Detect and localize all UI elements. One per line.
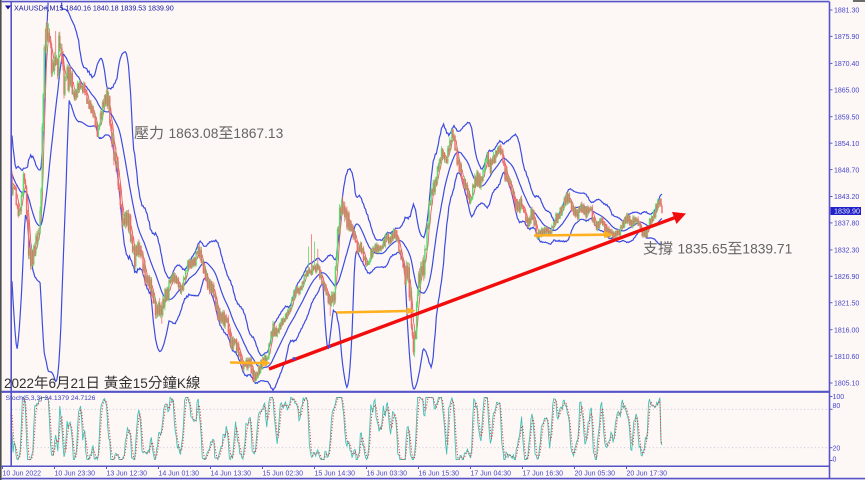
svg-text:2022: 2022	[4, 376, 34, 391]
svg-text:20: 20	[833, 446, 841, 453]
svg-text:1810.60: 1810.60	[834, 354, 859, 361]
svg-text:1881.30: 1881.30	[834, 8, 859, 15]
svg-text:1839.71: 1839.71	[742, 242, 792, 257]
svg-text:15: 15	[133, 376, 148, 391]
svg-text:10 Jun 23:30: 10 Jun 23:30	[55, 470, 96, 477]
svg-text:1870.40: 1870.40	[834, 61, 859, 68]
svg-text:16 Jun 15:30: 16 Jun 15:30	[419, 470, 460, 477]
svg-text:21: 21	[71, 376, 86, 391]
svg-text:1875.90: 1875.90	[834, 34, 859, 41]
svg-text:6: 6	[49, 376, 57, 391]
svg-text:1826.90: 1826.90	[834, 274, 859, 281]
svg-text:15 Jun 14:30: 15 Jun 14:30	[315, 470, 356, 477]
svg-text:K: K	[177, 376, 186, 391]
svg-text:XAUUSD#,M15 1840.16 1840.18 1: XAUUSD#,M15 1840.16 1840.18 1839.53 1839…	[14, 4, 174, 13]
svg-text:1867.13: 1867.13	[233, 126, 283, 141]
svg-text:1863.08: 1863.08	[169, 126, 219, 141]
svg-text:1854.10: 1854.10	[834, 141, 859, 148]
svg-text:13 Jun 12:30: 13 Jun 12:30	[107, 470, 148, 477]
svg-text:0: 0	[833, 457, 837, 464]
svg-text:1832.30: 1832.30	[834, 248, 859, 255]
svg-text:100: 100	[833, 394, 845, 401]
svg-text:Stoch(5,3,3) 24.1379 24.7126: Stoch(5,3,3) 24.1379 24.7126	[6, 395, 96, 402]
svg-text:14 Jun 13:30: 14 Jun 13:30	[211, 470, 252, 477]
svg-text:1835.65: 1835.65	[678, 242, 728, 257]
svg-text:15 Jun 02:30: 15 Jun 02:30	[263, 470, 304, 477]
svg-text:10 Jun 2022: 10 Jun 2022	[3, 470, 42, 477]
svg-text:17 Jun 04:30: 17 Jun 04:30	[471, 470, 512, 477]
svg-text:14 Jun 01:30: 14 Jun 01:30	[159, 470, 200, 477]
svg-text:20 Jun 05:30: 20 Jun 05:30	[575, 470, 616, 477]
svg-text:1839.90: 1839.90	[834, 207, 860, 216]
svg-text:20 Jun 17:30: 20 Jun 17:30	[627, 470, 668, 477]
svg-text:16 Jun 03:30: 16 Jun 03:30	[367, 470, 408, 477]
svg-text:1848.70: 1848.70	[834, 167, 859, 174]
svg-text:1865.00: 1865.00	[834, 88, 859, 95]
svg-text:17 Jun 16:30: 17 Jun 16:30	[523, 470, 564, 477]
svg-text:1805.10: 1805.10	[834, 381, 859, 388]
svg-text:1843.20: 1843.20	[834, 194, 859, 201]
svg-text:1859.50: 1859.50	[834, 114, 859, 121]
svg-text:1821.50: 1821.50	[834, 300, 859, 307]
svg-text:80: 80	[833, 403, 841, 410]
svg-text:1837.80: 1837.80	[834, 221, 859, 228]
svg-text:1816.00: 1816.00	[834, 327, 859, 334]
